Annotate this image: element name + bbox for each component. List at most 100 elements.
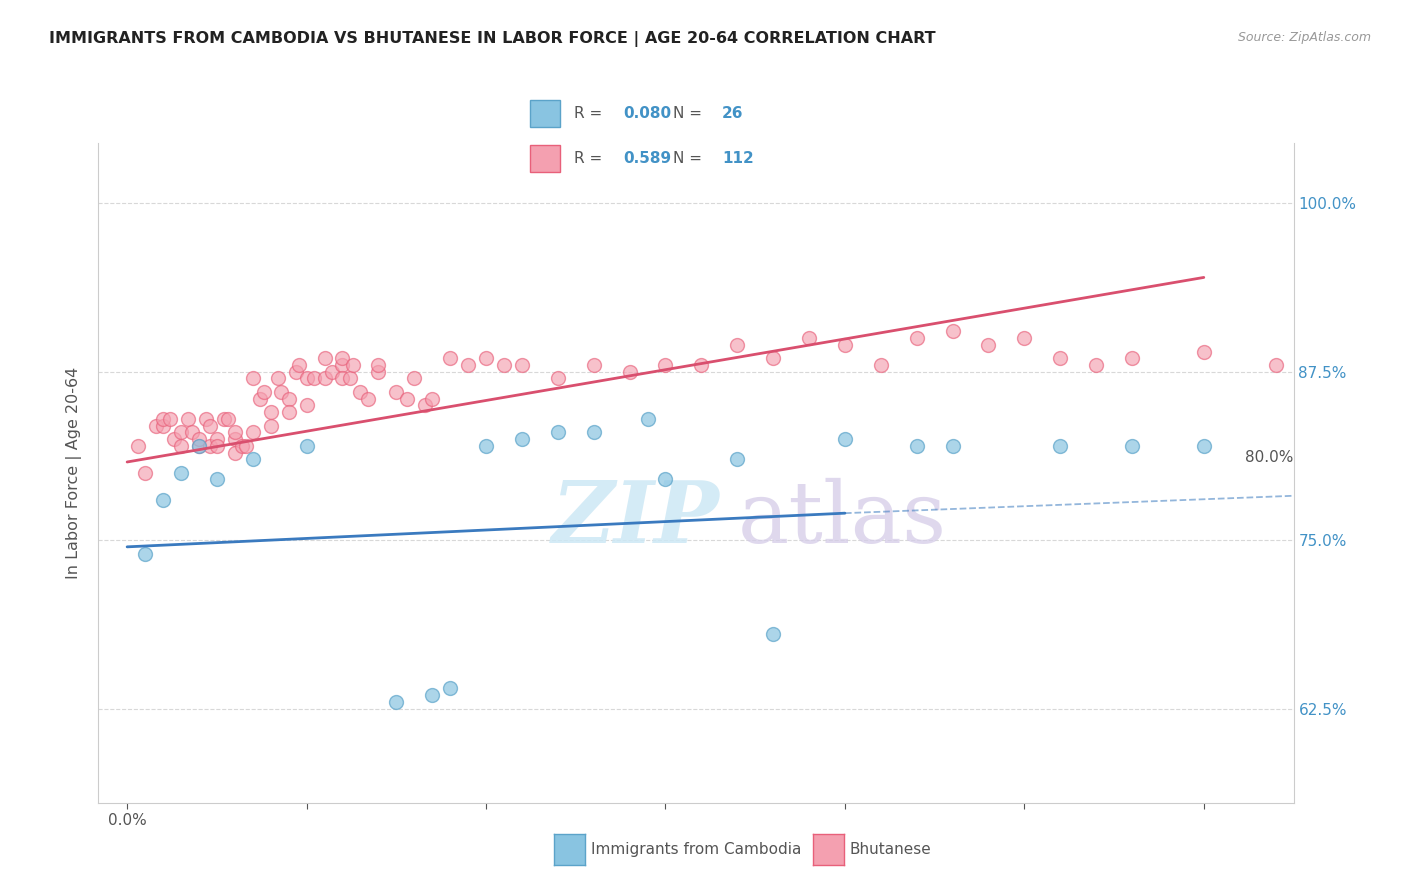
Text: Bhutanese: Bhutanese	[849, 842, 931, 856]
Point	[163, 432, 186, 446]
Point	[170, 425, 193, 440]
Text: Source: ZipAtlas.com: Source: ZipAtlas.com	[1237, 31, 1371, 45]
Point	[1264, 358, 1286, 372]
Point	[1121, 351, 1143, 366]
Point	[295, 398, 318, 412]
Point	[205, 439, 228, 453]
Point	[942, 439, 965, 453]
Point	[1049, 351, 1071, 366]
Text: 0.589: 0.589	[623, 151, 672, 166]
Point	[977, 338, 1000, 352]
Point	[224, 432, 246, 446]
Text: 26: 26	[723, 106, 744, 121]
Point	[582, 358, 605, 372]
Point	[762, 351, 785, 366]
Text: 112: 112	[723, 151, 754, 166]
Bar	[530, 101, 560, 127]
Point	[1372, 365, 1395, 379]
Point	[439, 681, 461, 696]
Point	[582, 425, 605, 440]
Point	[367, 365, 389, 379]
Text: Immigrants from Cambodia: Immigrants from Cambodia	[591, 842, 801, 856]
Point	[152, 492, 174, 507]
Point	[385, 384, 408, 399]
Point	[242, 425, 264, 440]
Point	[277, 392, 299, 406]
Point	[205, 432, 228, 446]
Point	[217, 412, 239, 426]
Point	[152, 412, 174, 426]
Point	[349, 384, 371, 399]
Point	[170, 439, 193, 453]
Point	[295, 439, 318, 453]
Text: 0.080: 0.080	[623, 106, 672, 121]
Point	[134, 547, 156, 561]
Point	[242, 452, 264, 467]
Point	[224, 445, 246, 459]
Point	[475, 439, 498, 453]
Point	[170, 466, 193, 480]
Point	[1121, 439, 1143, 453]
Point	[205, 473, 228, 487]
Point	[654, 473, 676, 487]
Point	[235, 439, 257, 453]
Point	[231, 439, 253, 453]
Point	[187, 439, 209, 453]
Point	[834, 338, 856, 352]
Point	[420, 688, 443, 702]
Point	[187, 439, 209, 453]
Point	[797, 331, 820, 345]
Point	[475, 351, 498, 366]
Point	[270, 384, 292, 399]
Point	[834, 432, 856, 446]
Point	[654, 358, 676, 372]
Point	[905, 439, 928, 453]
Point	[249, 392, 271, 406]
Point	[198, 418, 221, 433]
Point	[224, 425, 246, 440]
Point	[905, 331, 928, 345]
Point	[212, 412, 235, 426]
Point	[288, 358, 311, 372]
Point	[547, 425, 569, 440]
Text: ZIP: ZIP	[553, 477, 720, 561]
Point	[198, 439, 221, 453]
Point	[1014, 331, 1036, 345]
Point	[177, 412, 200, 426]
Text: 80.0%: 80.0%	[1246, 450, 1294, 465]
Point	[637, 412, 659, 426]
Point	[284, 365, 307, 379]
Text: IMMIGRANTS FROM CAMBODIA VS BHUTANESE IN LABOR FORCE | AGE 20-64 CORRELATION CHA: IMMIGRANTS FROM CAMBODIA VS BHUTANESE IN…	[49, 31, 936, 47]
Point	[385, 695, 408, 709]
Text: R =: R =	[575, 106, 607, 121]
Point	[1192, 344, 1215, 359]
Point	[1192, 439, 1215, 453]
Point	[404, 371, 426, 385]
Point	[725, 338, 748, 352]
Point	[260, 418, 283, 433]
Point	[339, 371, 361, 385]
Point	[152, 418, 174, 433]
Point	[420, 392, 443, 406]
Point	[547, 371, 569, 385]
Point	[127, 439, 149, 453]
Point	[180, 425, 202, 440]
Point	[295, 371, 318, 385]
Point	[413, 398, 436, 412]
Point	[762, 627, 785, 641]
Point	[159, 412, 181, 426]
Point	[242, 371, 264, 385]
Point	[187, 432, 209, 446]
Text: N =: N =	[672, 151, 707, 166]
Point	[332, 351, 354, 366]
Point	[260, 405, 283, 419]
Point	[510, 432, 533, 446]
Point	[195, 412, 218, 426]
Y-axis label: In Labor Force | Age 20-64: In Labor Force | Age 20-64	[66, 367, 83, 579]
Point	[439, 351, 461, 366]
Point	[619, 365, 641, 379]
Point	[332, 358, 354, 372]
Point	[869, 358, 891, 372]
Point	[356, 392, 378, 406]
Text: N =: N =	[672, 106, 707, 121]
